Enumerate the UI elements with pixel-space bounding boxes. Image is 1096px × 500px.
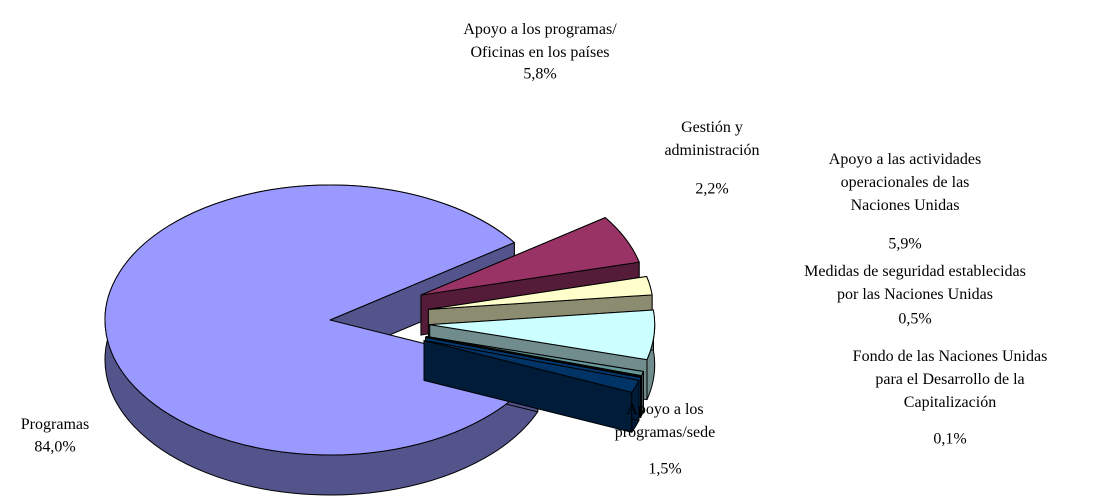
- slice: [425, 337, 642, 378]
- slice: [423, 339, 640, 393]
- slice: [429, 309, 656, 361]
- value-label: 0,5%: [898, 311, 931, 328]
- slice-label: Apoyo a los programas/Oficinas en los pa…: [463, 21, 617, 61]
- value-label: 0,1%: [933, 431, 966, 448]
- slice-label: Apoyo a las actividades operacionales de …: [829, 151, 981, 214]
- slice: [420, 217, 640, 296]
- value-label: 5,9%: [888, 236, 921, 253]
- slice-label: Gestión y administración: [664, 119, 759, 159]
- value-label: 84,0%: [34, 439, 75, 456]
- slice-label: Medidas de seguridad establecidas por las…: [804, 263, 1026, 303]
- slice-label: Programas: [21, 416, 89, 433]
- slice: [427, 275, 653, 310]
- slice: [423, 339, 640, 433]
- slice: [425, 335, 644, 377]
- value-label: 1,5%: [648, 461, 681, 478]
- slice-label: Fondo de las Naciones Unidas para el Desa…: [853, 348, 1048, 411]
- value-label: 5,8%: [523, 66, 556, 83]
- value-label: 2,2%: [695, 181, 728, 198]
- slice-label: Apoyo a los programas/sede: [615, 401, 715, 441]
- slice: [104, 184, 539, 456]
